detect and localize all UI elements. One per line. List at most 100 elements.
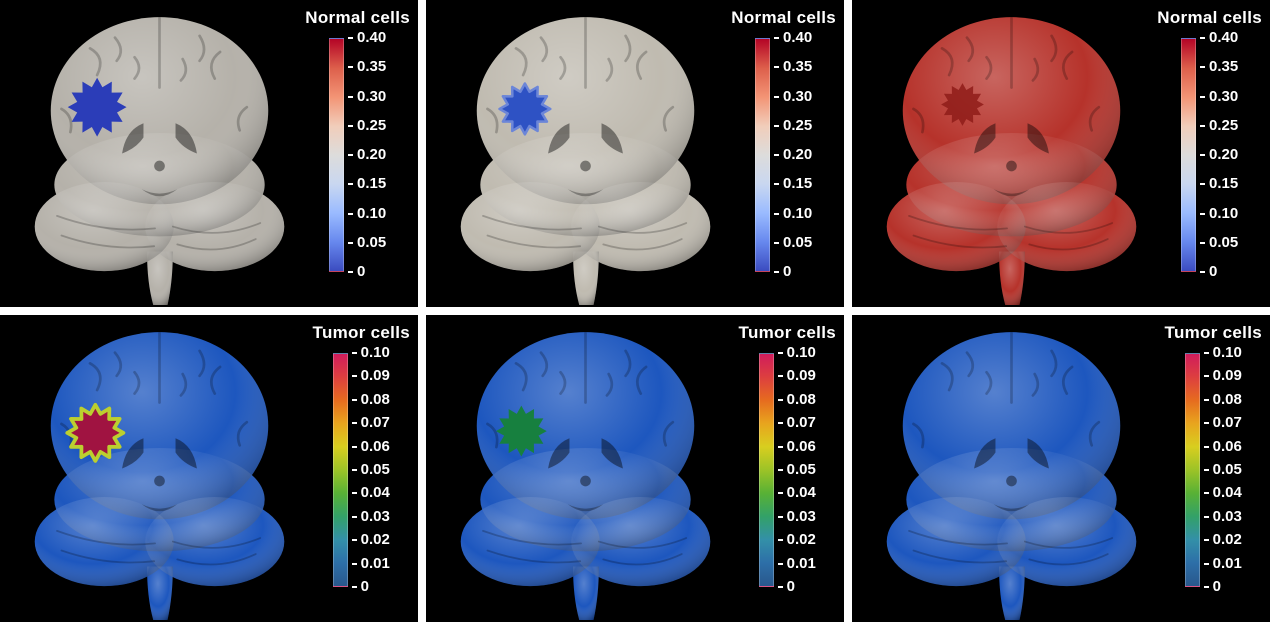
panel-tumor-2: Tumor cells 0.10 0.09 0.08 0.07 0.06 0.05 0.04… xyxy=(426,315,844,622)
colorbar-ticks: 0.40 0.35 0.30 0.25 0.20 0.15 0.10 0.05 0 xyxy=(1200,30,1238,279)
tick-label: 0.20 xyxy=(1200,147,1238,162)
colorbar-gradient xyxy=(1181,38,1197,272)
tick-label: 0.04 xyxy=(778,485,816,500)
tick-label: 0.07 xyxy=(778,415,816,430)
tick-label: 0.05 xyxy=(778,462,816,477)
tick-label: 0.20 xyxy=(774,147,812,162)
colorbar-ticks: 0.10 0.09 0.08 0.07 0.06 0.05 0.04 0.03 0.02 0.01… xyxy=(778,345,816,594)
panel-tumor-3: Tumor cells 0.10 0.09 0.08 0.07 0.06 0.05 0.04… xyxy=(852,315,1270,622)
tick-label: 0.09 xyxy=(778,368,816,383)
brain-render xyxy=(34,16,285,305)
tick-label: 0.15 xyxy=(1200,176,1238,191)
brain-render xyxy=(460,331,711,620)
tick-label: 0.10 xyxy=(1200,206,1238,221)
colorbar-legend: Tumor cells 0.10 0.09 0.08 0.07 0.06 0.05 0.04… xyxy=(1165,323,1262,594)
tick-label: 0.25 xyxy=(1200,118,1238,133)
tick-label: 0.02 xyxy=(1204,532,1242,547)
colorbar-body: 0.40 0.35 0.30 0.25 0.20 0.15 0.10 0.05 0 xyxy=(1181,30,1238,279)
tick-label: 0.05 xyxy=(774,235,812,250)
tick-label: 0.04 xyxy=(352,485,390,500)
colorbar-title: Tumor cells xyxy=(1164,323,1262,342)
tick-label: 0.25 xyxy=(348,118,386,133)
tick-label: 0.40 xyxy=(348,30,386,45)
colorbar-ticks: 0.10 0.09 0.08 0.07 0.06 0.05 0.04 0.03 0.02 0.01… xyxy=(352,345,390,594)
colorbar-title: Normal cells xyxy=(731,8,836,27)
colorbar-ticks: 0.10 0.09 0.08 0.07 0.06 0.05 0.04 0.03 0.02 0.01… xyxy=(1204,345,1242,594)
colorbar-gradient xyxy=(332,353,348,587)
brain-render xyxy=(34,331,285,620)
tick-label: 0 xyxy=(348,264,386,279)
tick-label: 0.05 xyxy=(352,462,390,477)
tick-label: 0.30 xyxy=(1200,89,1238,104)
colorbar-title: Normal cells xyxy=(305,8,410,27)
panel-normal-2: Normal cells 0.40 0.35 0.30 0.25 0.20 0.15 0.1… xyxy=(426,0,844,307)
colorbar-title: Tumor cells xyxy=(738,323,836,342)
tick-label: 0.01 xyxy=(352,556,390,571)
tick-label: 0.10 xyxy=(348,206,386,221)
tick-label: 0.04 xyxy=(1204,485,1242,500)
tick-label: 0.10 xyxy=(778,345,816,360)
tick-label: 0.30 xyxy=(774,89,812,104)
panel-tumor-1: Tumor cells 0.10 0.09 0.08 0.07 0.06 0.05 0.04… xyxy=(0,315,418,622)
colorbar-gradient xyxy=(1184,353,1200,587)
tick-label: 0.35 xyxy=(348,59,386,74)
tick-label: 0.05 xyxy=(1200,235,1238,250)
tick-label: 0.35 xyxy=(774,59,812,74)
colorbar-ticks: 0.40 0.35 0.30 0.25 0.20 0.15 0.10 0.05 0 xyxy=(348,30,386,279)
tick-label: 0.40 xyxy=(774,30,812,45)
colorbar-body: 0.10 0.09 0.08 0.07 0.06 0.05 0.04 0.03 0.02 0.01… xyxy=(332,345,390,594)
tick-label: 0.03 xyxy=(352,509,390,524)
colorbar-legend: Normal cells 0.40 0.35 0.30 0.25 0.20 0.15 0.1… xyxy=(305,8,410,279)
brain-render xyxy=(886,16,1137,305)
colorbar-gradient xyxy=(755,38,771,272)
tick-label: 0.40 xyxy=(1200,30,1238,45)
tick-label: 0.06 xyxy=(778,439,816,454)
tick-label: 0 xyxy=(774,264,812,279)
tick-label: 0.08 xyxy=(352,392,390,407)
colorbar-ticks: 0.40 0.35 0.30 0.25 0.20 0.15 0.10 0.05 0 xyxy=(774,30,812,279)
tick-label: 0.10 xyxy=(1204,345,1242,360)
tick-label: 0.05 xyxy=(1204,462,1242,477)
colorbar-body: 0.10 0.09 0.08 0.07 0.06 0.05 0.04 0.03 0.02 0.01… xyxy=(1184,345,1242,594)
tick-label: 0.03 xyxy=(1204,509,1242,524)
colorbar-gradient xyxy=(329,38,345,272)
tick-label: 0.05 xyxy=(348,235,386,250)
tick-label: 0.30 xyxy=(348,89,386,104)
colorbar-gradient xyxy=(758,353,774,587)
tick-label: 0.25 xyxy=(774,118,812,133)
colorbar-legend: Tumor cells 0.10 0.09 0.08 0.07 0.06 0.05 0.04… xyxy=(739,323,836,594)
tick-label: 0.09 xyxy=(1204,368,1242,383)
colorbar-legend: Normal cells 0.40 0.35 0.30 0.25 0.20 0.15 0.1… xyxy=(1157,8,1262,279)
tick-label: 0 xyxy=(1204,579,1242,594)
brain-render xyxy=(886,331,1137,620)
tick-label: 0.07 xyxy=(1204,415,1242,430)
colorbar-legend: Normal cells 0.40 0.35 0.30 0.25 0.20 0.15 0.1… xyxy=(731,8,836,279)
tick-label: 0 xyxy=(1200,264,1238,279)
tick-label: 0.02 xyxy=(778,532,816,547)
tick-label: 0.10 xyxy=(352,345,390,360)
tick-label: 0 xyxy=(778,579,816,594)
panel-normal-3: Normal cells 0.40 0.35 0.30 0.25 0.20 0.15 0.1… xyxy=(852,0,1270,307)
tick-label: 0.20 xyxy=(348,147,386,162)
tick-label: 0.06 xyxy=(352,439,390,454)
tick-label: 0.09 xyxy=(352,368,390,383)
brain-render xyxy=(460,16,711,305)
tick-label: 0.06 xyxy=(1204,439,1242,454)
colorbar-body: 0.10 0.09 0.08 0.07 0.06 0.05 0.04 0.03 0.02 0.01… xyxy=(758,345,816,594)
tick-label: 0.08 xyxy=(778,392,816,407)
colorbar-title: Tumor cells xyxy=(312,323,410,342)
panel-normal-1: Normal cells 0.40 0.35 0.30 0.25 0.20 0.15 0.1… xyxy=(0,0,418,307)
tick-label: 0.01 xyxy=(1204,556,1242,571)
colorbar-body: 0.40 0.35 0.30 0.25 0.20 0.15 0.10 0.05 0 xyxy=(329,30,386,279)
tick-label: 0.08 xyxy=(1204,392,1242,407)
colorbar-legend: Tumor cells 0.10 0.09 0.08 0.07 0.06 0.05 0.04… xyxy=(313,323,410,594)
tick-label: 0.35 xyxy=(1200,59,1238,74)
tick-label: 0.10 xyxy=(774,206,812,221)
tick-label: 0.15 xyxy=(774,176,812,191)
tick-label: 0.03 xyxy=(778,509,816,524)
tick-label: 0.02 xyxy=(352,532,390,547)
colorbar-title: Normal cells xyxy=(1157,8,1262,27)
tick-label: 0.15 xyxy=(348,176,386,191)
tick-label: 0.07 xyxy=(352,415,390,430)
